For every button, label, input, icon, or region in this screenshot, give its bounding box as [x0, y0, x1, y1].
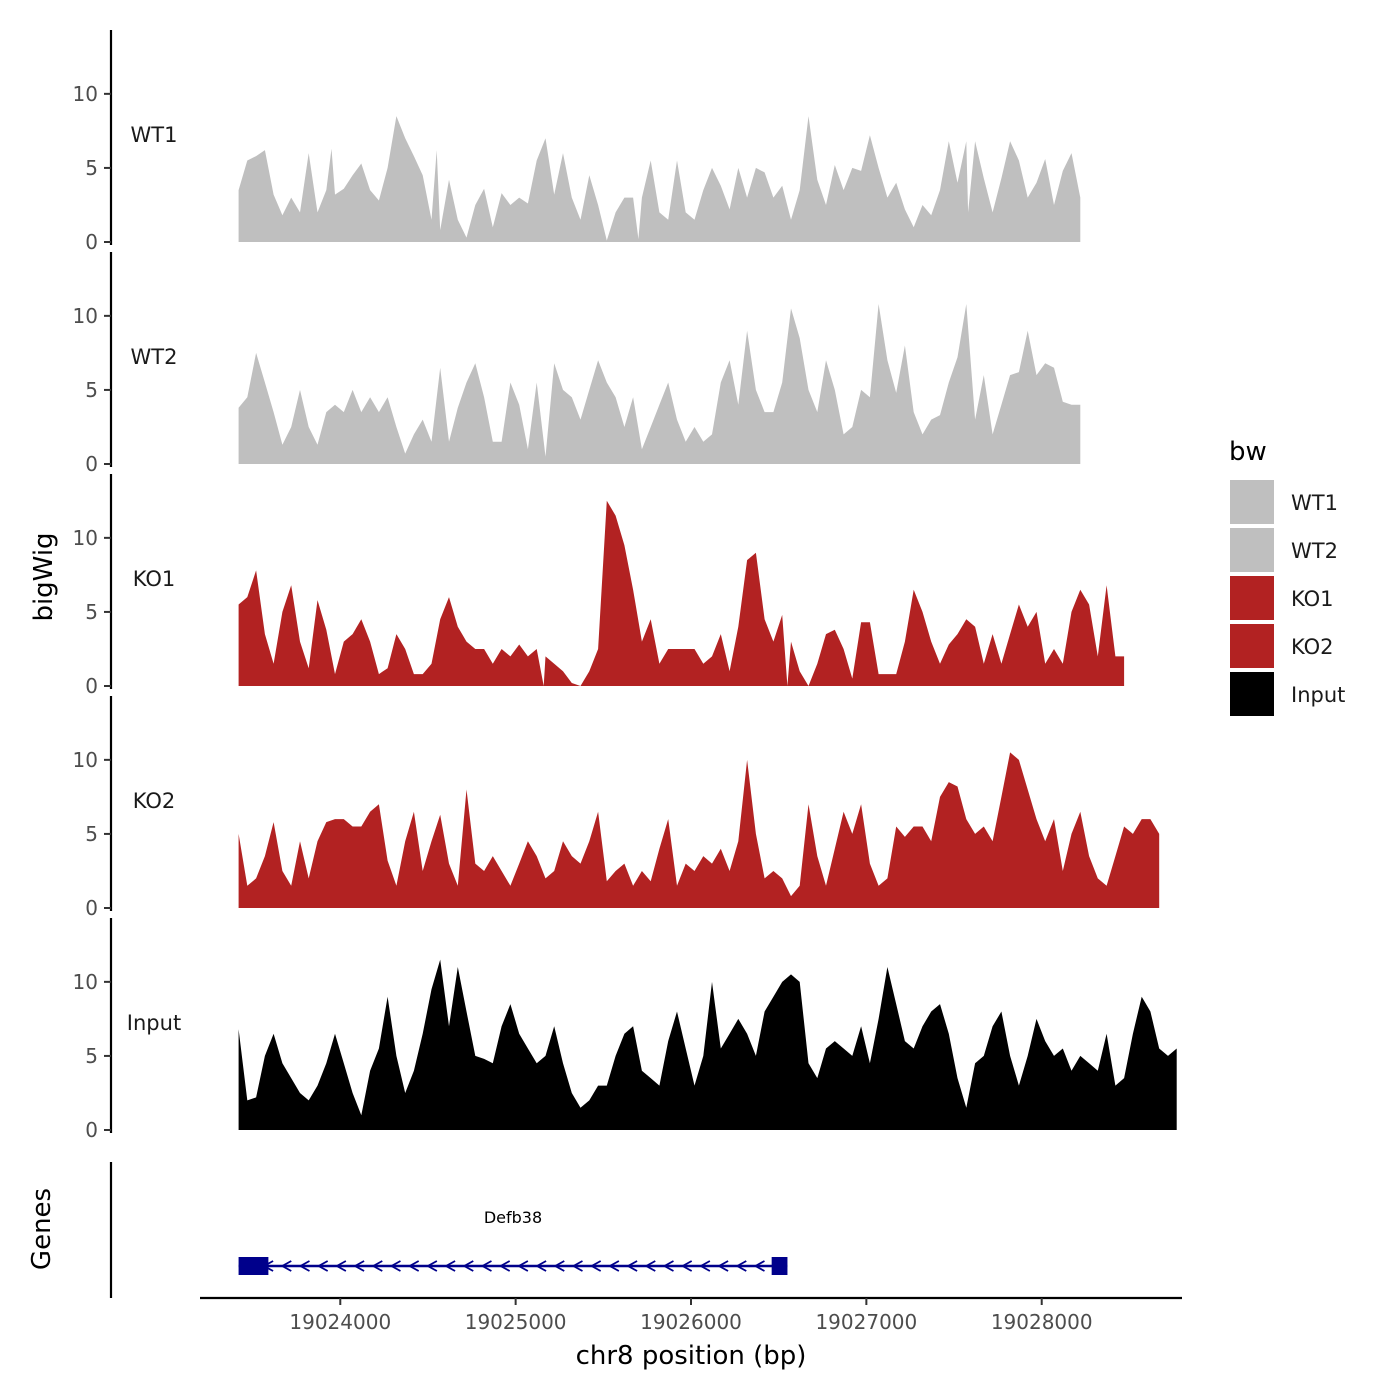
- track-label: WT1: [131, 123, 178, 147]
- strand-arrow: [316, 1260, 329, 1272]
- y-tick-label: 10: [73, 304, 98, 328]
- y-tick-label: 5: [85, 600, 98, 624]
- strand-arrow: [644, 1260, 656, 1272]
- strand-arrow: [444, 1260, 456, 1272]
- strand-arrow: [608, 1260, 620, 1272]
- legend-label: KO1: [1291, 587, 1334, 611]
- strand-arrow: [480, 1260, 492, 1272]
- gene-exon: [771, 1257, 788, 1275]
- genes-layer: Defb38: [238, 1208, 788, 1275]
- x-tick-label: 19024000: [289, 1310, 391, 1334]
- signal-area-ko1: [238, 500, 1125, 686]
- legend-key: [1230, 672, 1274, 716]
- legend-label: WT1: [1291, 491, 1338, 515]
- x-ticks: 19024000 19025000 19026000 19027000 19028000: [289, 1298, 1093, 1334]
- strand-arrow: [571, 1260, 583, 1272]
- strand-arrow: [717, 1260, 729, 1272]
- gene-model: Defb38: [238, 1208, 788, 1275]
- y-tick-label: 10: [73, 82, 98, 106]
- track-ko1: 0 5 10 KO1: [73, 474, 1125, 698]
- track-label: KO1: [133, 567, 176, 591]
- y-tick-label: 5: [85, 378, 98, 402]
- y-tick-label: 5: [85, 156, 98, 180]
- y-tick-label: 10: [73, 748, 98, 772]
- strand-arrow: [753, 1260, 765, 1272]
- y-tick-label: 10: [73, 526, 98, 550]
- x-axis-title: chr8 position (bp): [576, 1341, 807, 1371]
- strand-arrow: [553, 1260, 565, 1272]
- legend-label: WT2: [1291, 539, 1338, 563]
- x-tick-label: 19027000: [815, 1310, 917, 1334]
- y-tick-label: 10: [73, 970, 98, 994]
- x-axis: 19024000 19025000 19026000 19027000 19028000…: [200, 1296, 1182, 1371]
- signal-tracks: 0 5 10 WT1 0 5 10 WT2 0 5 10 KO1 0 5 10 KO2 0 5 10 Input: [73, 30, 1177, 1142]
- legend-key: [1230, 528, 1274, 572]
- y-tick-label: 5: [85, 822, 98, 846]
- signal-area-ko2: [238, 752, 1160, 908]
- legend-label: KO2: [1291, 635, 1334, 659]
- strand-arrow: [298, 1260, 310, 1272]
- y-tick-label: 0: [85, 1118, 98, 1142]
- legend-label: Input: [1291, 683, 1345, 707]
- strand-arrow: [389, 1260, 401, 1272]
- track-ko2: 0 5 10 KO2: [73, 696, 1160, 920]
- signal-area-input: [238, 959, 1177, 1130]
- y-tick-label: 0: [85, 896, 98, 920]
- legend-title: bw: [1229, 437, 1267, 467]
- strand-arrow: [735, 1260, 747, 1272]
- strand-arrow: [589, 1260, 602, 1272]
- strand-arrow: [498, 1260, 511, 1272]
- strand-arrow: [517, 1260, 529, 1272]
- y-tick-label: 0: [85, 674, 98, 698]
- y-tick-label: 0: [85, 230, 98, 254]
- strand-arrow: [426, 1260, 438, 1272]
- legend-key: [1230, 576, 1274, 620]
- strand-arrow: [280, 1260, 292, 1272]
- signal-area-wt1: [238, 116, 1081, 242]
- strand-arrow: [662, 1260, 674, 1272]
- strand-arrow: [680, 1260, 693, 1272]
- y-axis-title: bigWig: [29, 532, 59, 621]
- x-tick-label: 19026000: [640, 1310, 742, 1334]
- x-tick-label: 19025000: [465, 1310, 567, 1334]
- track-label: WT2: [131, 345, 178, 369]
- x-tick-label: 19028000: [991, 1310, 1093, 1334]
- legend-items: WT1 WT2 KO1 KO2 Input: [1230, 480, 1345, 716]
- strand-arrow: [462, 1260, 474, 1272]
- track-label: KO2: [133, 789, 176, 813]
- track-label: Input: [127, 1011, 181, 1035]
- gene-exon: [238, 1257, 269, 1275]
- y-tick-label: 5: [85, 1044, 98, 1068]
- signal-area-wt2: [238, 304, 1081, 464]
- track-wt1: 0 5 10 WT1: [73, 30, 1081, 254]
- y-tick-label: 0: [85, 452, 98, 476]
- strand-arrow: [335, 1260, 347, 1272]
- strand-arrow: [626, 1260, 638, 1272]
- genes-axis-title: Genes: [27, 1188, 57, 1270]
- gene-name-label: Defb38: [484, 1208, 542, 1227]
- legend: bw WT1 WT2 KO1 KO2 Input: [1229, 437, 1345, 716]
- track-input: 0 5 10 Input: [73, 918, 1177, 1142]
- legend-key: [1230, 624, 1274, 668]
- strand-arrow: [407, 1260, 420, 1272]
- strand-arrow: [371, 1260, 383, 1272]
- gene-panel: Genes Defb38: [27, 1162, 788, 1298]
- strand-arrow: [699, 1260, 711, 1272]
- track-wt2: 0 5 10 WT2: [73, 252, 1081, 476]
- legend-key: [1230, 480, 1274, 524]
- strand-arrow: [535, 1260, 547, 1272]
- strand-arrow: [353, 1260, 365, 1272]
